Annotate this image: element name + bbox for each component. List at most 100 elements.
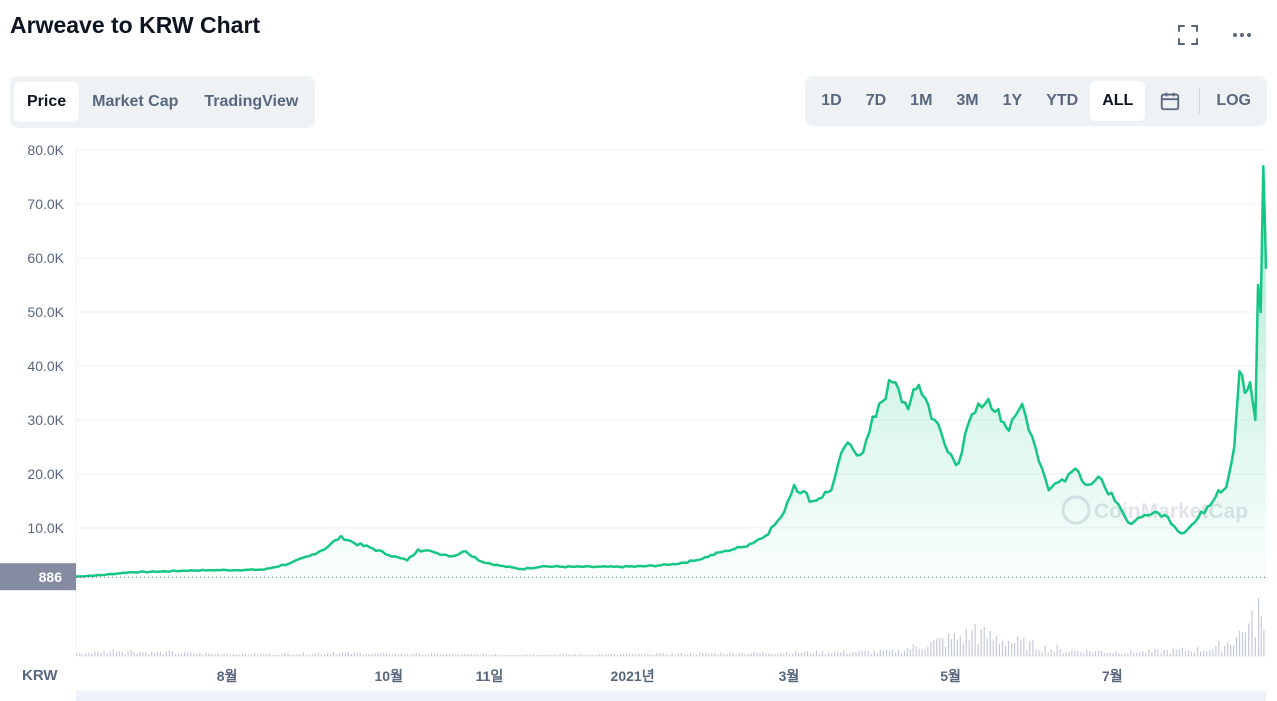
volume-bar <box>103 650 105 656</box>
volume-bar <box>1184 651 1186 656</box>
volume-bar <box>1157 649 1159 656</box>
fullscreen-icon[interactable] <box>1175 22 1201 48</box>
volume-bar <box>650 655 652 656</box>
volume-bar <box>861 650 863 656</box>
volume-bar <box>461 653 463 656</box>
volume-bar <box>1163 650 1165 656</box>
volume-bar <box>909 649 911 656</box>
volume-bar <box>864 650 866 656</box>
volume-bar <box>586 654 588 656</box>
price-line[interactable] <box>75 164 1268 578</box>
volume-bar <box>629 653 631 656</box>
volume-bar <box>705 652 707 656</box>
x-tick-label: 8월 <box>217 668 238 684</box>
volume-bar <box>1236 637 1238 656</box>
volume-bar <box>433 653 436 656</box>
volume-bar <box>732 652 734 656</box>
volume-bar <box>653 655 655 656</box>
volume-bar <box>281 653 283 656</box>
volume-bar <box>339 653 341 656</box>
volume-bar <box>266 654 268 656</box>
volume-bar <box>139 651 141 656</box>
volume-bar <box>1194 652 1196 656</box>
volume-bar <box>873 650 875 656</box>
price-area <box>76 166 1266 582</box>
volume-bar <box>446 654 448 656</box>
volume-bar <box>217 653 219 656</box>
volume-bar <box>828 652 830 656</box>
log-scale-toggle[interactable]: LOG <box>1216 92 1251 109</box>
volume-bar <box>145 651 147 656</box>
volume-bar <box>347 652 349 656</box>
x-tick-label: 5월 <box>940 668 961 684</box>
tab-tradingview[interactable]: TradingView <box>204 93 299 110</box>
volume-bar <box>1238 631 1241 656</box>
volume-bar <box>720 652 722 656</box>
volume-bar <box>491 654 493 656</box>
volume-bar <box>674 654 676 656</box>
range-3m[interactable]: 3M <box>956 92 979 109</box>
volume-bar <box>553 654 555 656</box>
volume-bar <box>324 653 326 656</box>
volume-bar <box>250 654 253 656</box>
volume-bar <box>1014 642 1016 656</box>
volume-bar <box>397 654 400 656</box>
volume-bar <box>840 652 842 656</box>
volume-bar <box>1038 650 1040 656</box>
volume-bar <box>436 653 439 656</box>
volume-bar <box>930 642 932 656</box>
volume-bar <box>656 653 658 656</box>
volume-bar <box>595 655 597 656</box>
volume-bar <box>509 654 511 656</box>
volume-bar <box>368 654 370 656</box>
tab-market-cap[interactable]: Market Cap <box>92 93 179 110</box>
volume-bar <box>998 643 1000 656</box>
volume-bar <box>88 653 90 656</box>
range-1m[interactable]: 1M <box>910 92 933 109</box>
volume-bar <box>154 652 156 656</box>
volume-bar <box>1136 652 1138 656</box>
volume-bar <box>711 653 713 656</box>
volume-bar <box>359 652 361 656</box>
volume-bar <box>136 653 138 656</box>
volume-bar <box>1190 651 1193 656</box>
volume-bar <box>184 652 186 656</box>
volume-bar <box>815 650 817 656</box>
volume-bar <box>177 653 180 656</box>
volume-bar <box>356 652 358 656</box>
y-tick-label: 40.0K <box>27 358 64 374</box>
more-horizontal-icon[interactable] <box>1229 22 1255 48</box>
volume-bar <box>1112 652 1114 656</box>
volume-bar <box>524 654 526 656</box>
volume-bar <box>876 652 878 656</box>
volume-bar <box>956 639 958 656</box>
volume-bar <box>1178 649 1180 656</box>
volume-bar <box>571 654 573 656</box>
volume-bar <box>1011 642 1013 656</box>
range-all[interactable]: ALL <box>1090 81 1146 121</box>
volume-bar <box>1251 610 1253 656</box>
volume-bar <box>834 651 836 656</box>
range-1d[interactable]: 1D <box>821 92 842 109</box>
tab-price[interactable]: Price <box>14 82 80 122</box>
volume-bar <box>336 654 338 656</box>
range-navigator[interactable] <box>76 691 1266 701</box>
volume-bar <box>897 649 900 656</box>
volume-bar <box>538 655 541 656</box>
range-ytd[interactable]: YTD <box>1046 92 1079 109</box>
volume-bar <box>708 653 710 656</box>
volume-bar <box>174 654 176 656</box>
volume-bar <box>665 654 667 656</box>
volume-bar <box>541 655 544 656</box>
volume-bar <box>85 653 87 656</box>
volume-bar <box>1053 651 1055 656</box>
volume-bar <box>1062 653 1064 656</box>
volume-bar <box>683 654 685 656</box>
calendar-icon[interactable] <box>1145 81 1195 121</box>
range-1y[interactable]: 1Y <box>1002 92 1023 109</box>
range-7d[interactable]: 7D <box>865 92 887 109</box>
volume-bar <box>260 653 262 656</box>
y-tick-label: 60.0K <box>27 250 64 266</box>
volume-bar <box>1080 652 1082 656</box>
